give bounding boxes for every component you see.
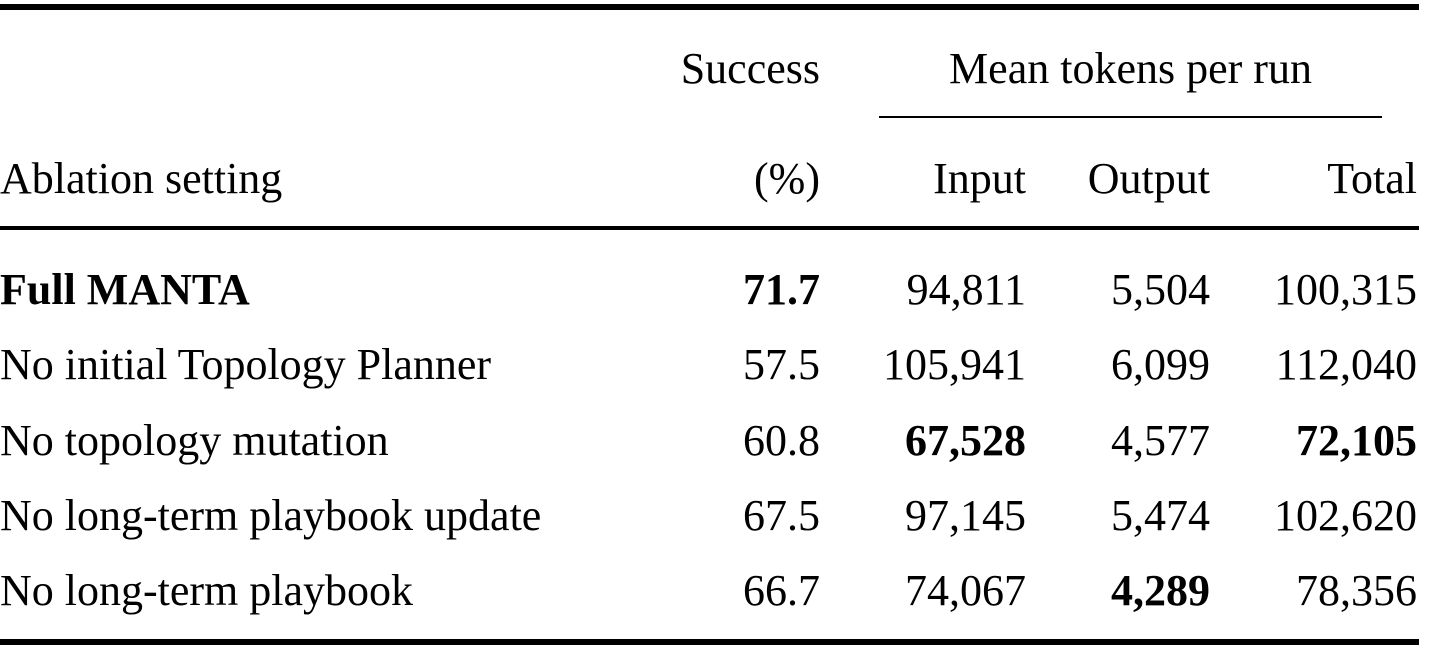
row-input: 97,145: [905, 491, 1026, 540]
header-input: Input: [933, 154, 1026, 203]
row-output: 5,504: [1111, 265, 1210, 314]
header-tokens-group: Mean tokens per run: [949, 44, 1312, 93]
row-input: 74,067: [905, 566, 1026, 615]
row-input: 94,811: [906, 265, 1026, 314]
group-rule: [879, 116, 1382, 118]
header-output: Output: [1087, 154, 1210, 203]
header-success-unit: (%): [754, 154, 820, 203]
row-success: 60.8: [743, 416, 820, 465]
row-output: 4,577: [1111, 416, 1210, 465]
row-total: 100,315: [1274, 265, 1417, 314]
row-total: 112,040: [1275, 340, 1417, 389]
row-total: 72,105: [1296, 416, 1417, 465]
top-rule: [0, 4, 1419, 10]
header-setting: Ablation setting: [0, 154, 283, 203]
row-success: 57.5: [743, 340, 820, 389]
row-success: 71.7: [743, 265, 820, 314]
row-setting: No long-term playbook update: [0, 491, 542, 540]
row-total: 102,620: [1274, 491, 1417, 540]
row-setting: No long-term playbook: [0, 566, 414, 615]
row-output: 6,099: [1111, 340, 1210, 389]
header-total: Total: [1327, 154, 1417, 203]
row-input: 105,941: [883, 340, 1026, 389]
row-total: 78,356: [1296, 566, 1417, 615]
header-success: Success: [680, 44, 820, 93]
row-setting: No topology mutation: [0, 416, 389, 465]
row-output: 5,474: [1111, 491, 1210, 540]
row-setting: Full MANTA: [0, 265, 250, 314]
row-success: 67.5: [743, 491, 820, 540]
row-setting: No initial Topology Planner: [0, 340, 492, 389]
bottom-rule: [0, 639, 1419, 645]
row-input: 67,528: [905, 416, 1026, 465]
mid-rule: [0, 226, 1419, 230]
row-output: 4,289: [1111, 566, 1210, 615]
row-success: 66.7: [743, 566, 820, 615]
